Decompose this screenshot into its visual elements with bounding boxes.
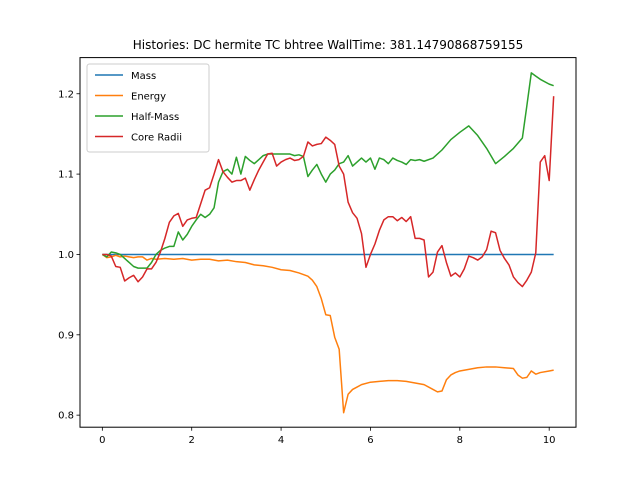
x-tick-label: 6 — [367, 435, 373, 446]
legend: Mass Energy Half-Mass Core Radii — [86, 63, 210, 153]
y-tick-label: 1.2 — [58, 89, 74, 100]
series-line-core-radii — [102, 96, 555, 288]
y-tick-label: 1.0 — [58, 250, 74, 261]
legend-box — [86, 63, 210, 153]
series-layer — [101, 72, 555, 414]
x-tick-label: 0 — [99, 435, 105, 446]
x-tick-label: 10 — [543, 435, 556, 446]
legend-label: Energy — [131, 92, 166, 103]
y-axis: 0.8 0.9 1.0 1.1 1.2 — [58, 89, 80, 422]
legend-label: Core Radii — [131, 133, 182, 144]
y-tick-label: 0.8 — [58, 411, 74, 422]
y-tick-label: 0.9 — [58, 330, 74, 341]
x-tick-label: 4 — [278, 435, 284, 446]
y-tick-label: 1.1 — [58, 170, 74, 181]
x-tick-label: 2 — [189, 435, 195, 446]
x-tick-label: 8 — [457, 435, 463, 446]
axes-frame — [79, 57, 577, 428]
legend-label: Half-Mass — [131, 112, 179, 123]
x-axis: 0 2 4 6 8 10 — [99, 427, 556, 446]
chart-title: Histories: DC hermite TC bhtree WallTime… — [133, 38, 523, 52]
legend-label: Mass — [131, 71, 156, 82]
series-line-half-mass — [101, 72, 554, 269]
